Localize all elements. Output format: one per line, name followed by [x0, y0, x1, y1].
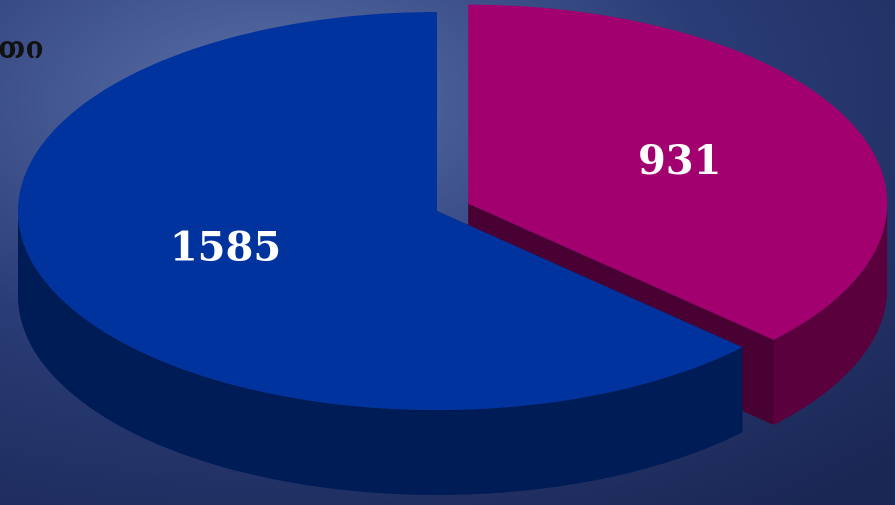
- data-label: 1585: [170, 224, 281, 271]
- slice-wall: [18, 211, 743, 495]
- slice-wall: [773, 203, 888, 425]
- annotation: თი: [0, 31, 44, 66]
- slice: [468, 4, 888, 340]
- data-label: 931: [638, 137, 722, 184]
- slice: [18, 12, 743, 410]
